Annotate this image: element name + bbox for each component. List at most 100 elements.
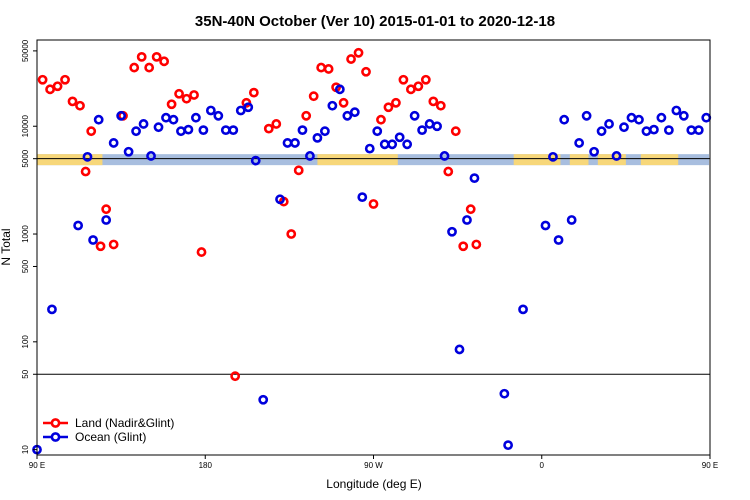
ocean-point-6 — [101, 215, 112, 225]
band-land-segment-4 — [597, 154, 626, 166]
x-tick-label-4: 90 E — [702, 461, 718, 470]
band-land-segment-1 — [317, 154, 398, 166]
ocean-point-67 — [604, 119, 614, 129]
land-point-41 — [383, 102, 394, 113]
ocean-point-35 — [327, 100, 338, 111]
x-tick-label-1: 180 — [199, 461, 213, 470]
x-tick-label-0: 90 E — [29, 461, 45, 470]
y-tick-label-2: 100 — [21, 335, 30, 349]
ocean-point-20 — [205, 105, 216, 116]
land-point-12 — [129, 62, 140, 73]
ocean-point-26 — [250, 155, 261, 166]
ocean-point-56 — [503, 440, 513, 451]
ocean-point-23 — [228, 125, 239, 136]
land-point-1 — [45, 84, 55, 95]
ocean-point-66 — [596, 126, 607, 137]
land-point-40 — [376, 114, 386, 125]
land-point-43 — [398, 74, 409, 85]
land-point-38 — [361, 66, 371, 77]
y-axis-label: N Total — [0, 228, 13, 265]
chart-title: 35N-40N October (Ver 10) 2015-01-01 to 2… — [195, 13, 555, 30]
series-ocean — [32, 84, 712, 455]
ocean-point-59 — [548, 151, 558, 162]
land-point-19 — [181, 93, 192, 104]
ocean-point-25 — [243, 102, 254, 113]
x-tick-label-3: 0 — [540, 461, 545, 470]
land-point-46 — [420, 74, 431, 85]
ocean-point-37 — [342, 110, 353, 121]
ocean-point-52 — [454, 344, 465, 355]
ocean-point-30 — [290, 138, 300, 148]
ocean-point-3 — [82, 151, 93, 162]
ocean-point-39 — [357, 192, 368, 203]
y-tick-label-5: 5000 — [21, 149, 30, 167]
ocean-point-15 — [168, 114, 179, 125]
land-point-14 — [144, 62, 155, 73]
band-land-segment-5 — [640, 154, 679, 166]
ocean-point-74 — [656, 112, 667, 123]
land-point-15 — [151, 51, 162, 62]
ocean-point-40 — [364, 143, 375, 154]
land-point-44 — [405, 84, 416, 95]
y-tick-label-3: 500 — [21, 259, 30, 273]
ocean-point-38 — [349, 107, 360, 118]
land-point-16 — [159, 56, 170, 67]
land-point-9 — [101, 204, 112, 215]
ocean-point-58 — [540, 220, 551, 231]
land-point-26 — [271, 119, 282, 129]
legend: Land (Nadir&Glint)Ocean (Glint) — [43, 416, 174, 444]
land-point-25 — [263, 123, 274, 134]
ocean-point-8 — [116, 110, 127, 121]
legend-label-land: Land (Nadir&Glint) — [75, 416, 174, 430]
ocean-point-9 — [123, 146, 134, 157]
land-point-28 — [286, 229, 297, 239]
land-point-45 — [413, 81, 424, 92]
ocean-point-51 — [447, 226, 457, 237]
y-tick-label-6: 10000 — [21, 115, 30, 138]
ocean-point-5 — [93, 114, 104, 125]
land-point-36 — [346, 54, 356, 64]
ocean-point-41 — [372, 126, 383, 137]
ocean-point-54 — [469, 173, 480, 184]
ocean-point-24 — [235, 105, 246, 116]
data-points — [32, 47, 712, 455]
x-tick-label-2: 90 W — [364, 461, 383, 470]
land-point-2 — [52, 81, 63, 92]
ocean-point-57 — [518, 304, 528, 315]
band-land-segment-2 — [513, 154, 561, 166]
ocean-point-34 — [319, 126, 330, 137]
ocean-point-61 — [559, 114, 570, 125]
land-point-24 — [248, 87, 259, 98]
ocean-point-46 — [409, 110, 420, 121]
ocean-point-2 — [73, 220, 84, 231]
ocean-point-75 — [663, 125, 674, 136]
ocean-point-18 — [191, 112, 201, 123]
ocean-point-12 — [146, 151, 156, 161]
ocean-point-60 — [553, 235, 564, 245]
ocean-point-28 — [275, 194, 285, 205]
ocean-point-10 — [131, 126, 141, 137]
legend-marker-ocean — [50, 432, 61, 442]
ocean-point-55 — [499, 388, 510, 399]
x-axis: 90 E 180 90 W 0 90 E — [29, 455, 718, 470]
land-point-47 — [428, 96, 439, 107]
land-point-20 — [189, 90, 199, 100]
y-axis: 10 50 100 500 1000 5000 10000 50000 — [21, 39, 37, 454]
legend-item-ocean: Ocean (Glint) — [43, 430, 146, 444]
ocean-point-13 — [153, 122, 164, 133]
ocean-point-36 — [334, 84, 345, 95]
ocean-point-32 — [305, 151, 315, 161]
ocean-point-17 — [183, 124, 194, 135]
land-point-51 — [458, 241, 469, 252]
ocean-point-33 — [312, 132, 323, 143]
y-tick-label-4: 1000 — [21, 225, 30, 243]
y-tick-label-0: 10 — [21, 445, 30, 454]
land-point-3 — [60, 74, 70, 85]
ocean-point-79 — [693, 125, 704, 136]
land-point-17 — [166, 99, 177, 110]
land-point-21 — [196, 247, 207, 257]
data-density-band — [37, 154, 709, 166]
y-tick-label-7: 50000 — [21, 39, 30, 62]
